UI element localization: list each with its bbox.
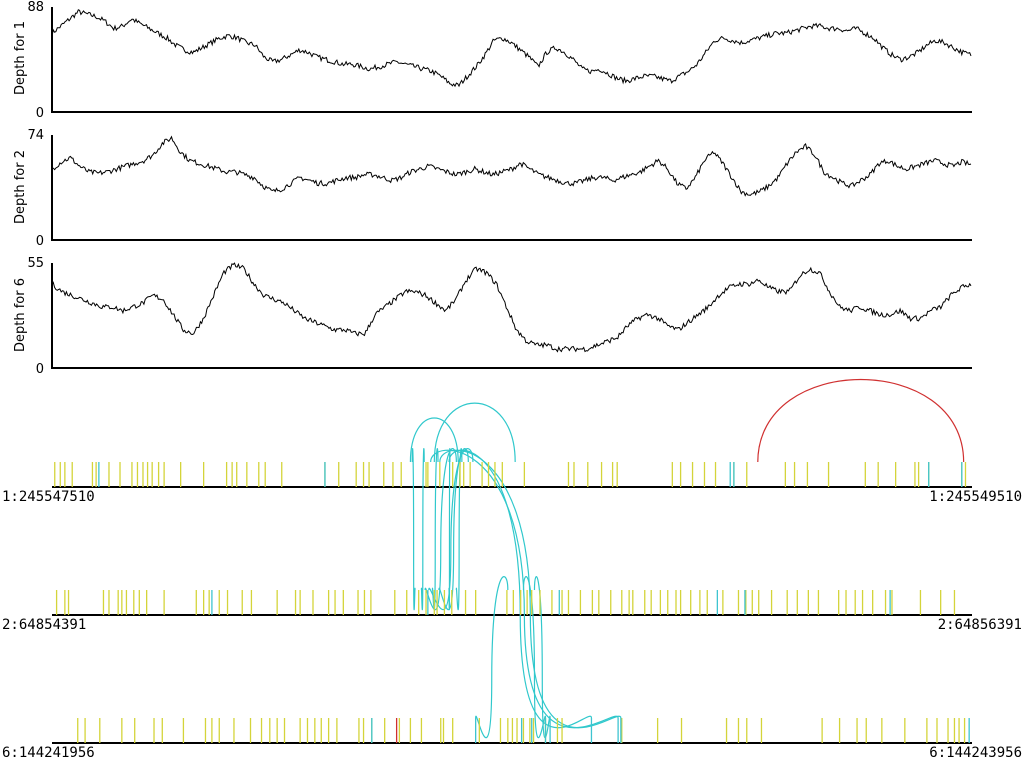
junction-arc-9 bbox=[438, 448, 469, 611]
depth-panel-3-ylabel: Depth for 6 bbox=[13, 278, 28, 352]
depth-panel-2-ymax: 74 bbox=[27, 128, 44, 143]
depth-line-1 bbox=[51, 9, 972, 88]
depth-panel-1-ymax: 88 bbox=[27, 0, 44, 15]
junction-arc-11 bbox=[428, 448, 474, 611]
junction-arc-14 bbox=[448, 449, 593, 729]
depth-line-2 bbox=[51, 135, 972, 197]
depth-line-3 bbox=[51, 262, 972, 353]
region-chr2-end-label: 2:64856391 bbox=[938, 617, 1022, 633]
junction-arc-2 bbox=[433, 402, 516, 463]
depth-panel-2: Depth for 2 74 0 bbox=[13, 128, 44, 249]
depth-panel-3: Depth for 6 55 0 bbox=[13, 256, 44, 377]
region-chr6-end-label: 6:144243956 bbox=[929, 745, 1022, 761]
junction-arc-6 bbox=[431, 448, 439, 611]
region-chr1-end-label: 1:245549510 bbox=[929, 489, 1022, 505]
junction-arc-10 bbox=[455, 448, 463, 611]
junction-arc-1 bbox=[409, 417, 459, 463]
junction-arc-17 bbox=[533, 576, 551, 739]
junction-arc-3 bbox=[757, 379, 965, 463]
depth-panel-2-ylabel: Depth for 2 bbox=[13, 150, 28, 224]
depth-panel-3-ymax: 55 bbox=[27, 256, 44, 271]
chart-marks bbox=[51, 7, 972, 744]
depth-panel-1-ymin: 0 bbox=[36, 106, 44, 121]
region-chr2-start-label: 2:64854391 bbox=[2, 617, 86, 633]
junction-arc-5 bbox=[420, 448, 425, 611]
region-chr1-start-label: 1:245547510 bbox=[2, 489, 95, 505]
depth-panel-1-ylabel: Depth for 1 bbox=[13, 21, 28, 95]
depth-panel-3-ymin: 0 bbox=[36, 362, 44, 377]
region-chr6-start-label: 6:144241956 bbox=[2, 745, 95, 761]
depth-panel-2-ymin: 0 bbox=[36, 234, 44, 249]
depth-panel-1: Depth for 1 88 0 bbox=[13, 0, 44, 121]
junction-arc-4 bbox=[411, 448, 416, 611]
junction-arc-15 bbox=[475, 576, 509, 739]
